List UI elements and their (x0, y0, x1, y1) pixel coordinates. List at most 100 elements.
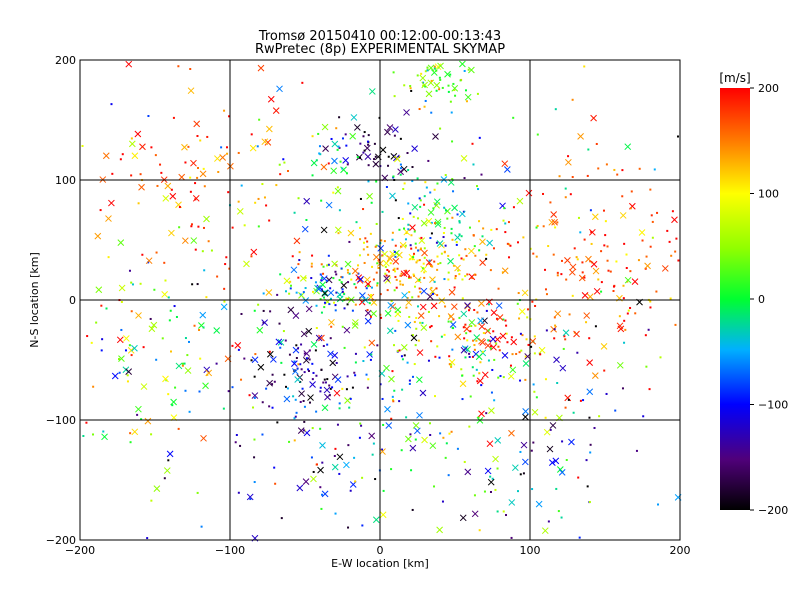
dot-marker (497, 287, 500, 290)
y-tick-label: −100 (46, 414, 76, 427)
cross-marker (323, 386, 331, 394)
dot-marker (359, 142, 362, 145)
dot-marker (231, 226, 234, 229)
dot-marker (240, 378, 243, 381)
dot-marker (120, 301, 123, 304)
dot-marker (487, 303, 490, 306)
cross-marker (624, 143, 632, 151)
dot-marker (618, 315, 621, 318)
dot-marker (602, 209, 605, 212)
dot-marker (323, 301, 326, 304)
dot-marker (430, 264, 433, 267)
dot-marker (150, 499, 153, 502)
dot-marker (90, 341, 93, 344)
cross-marker (413, 427, 421, 435)
dot-marker (392, 175, 395, 178)
dot-marker (419, 247, 422, 250)
dot-marker (416, 177, 419, 180)
dot-marker (613, 168, 616, 171)
cross-marker (468, 247, 475, 255)
dot-marker (393, 134, 396, 137)
dot-marker (202, 167, 205, 170)
dot-marker (222, 407, 225, 410)
cross-marker (135, 312, 142, 319)
y-tick-label: 0 (69, 294, 76, 307)
dot-marker (334, 447, 337, 450)
dot-marker (522, 472, 525, 475)
dot-marker (427, 359, 430, 362)
dot-marker (326, 264, 329, 267)
dot-marker (412, 256, 415, 259)
dot-marker (315, 159, 318, 162)
dot-marker (385, 185, 388, 188)
cross-marker (366, 351, 373, 358)
dot-marker (489, 345, 492, 348)
dot-marker (369, 232, 372, 235)
dot-marker (391, 395, 394, 398)
dot-marker (299, 363, 302, 366)
cross-marker (624, 276, 632, 284)
dot-marker (529, 247, 532, 250)
cross-marker (421, 249, 428, 257)
colorbar-tick-label: 0 (758, 293, 765, 306)
cross-marker (510, 338, 518, 346)
dot-marker (413, 230, 416, 233)
dot-marker (415, 327, 418, 330)
dot-marker (322, 344, 325, 347)
cross-marker (444, 207, 451, 215)
dot-marker (487, 359, 490, 362)
cross-marker (416, 411, 423, 419)
dot-marker (501, 271, 504, 274)
cross-marker (144, 417, 152, 425)
cross-marker (460, 155, 468, 162)
dot-marker (451, 238, 454, 241)
dot-marker (355, 221, 358, 224)
dot-marker (549, 428, 552, 431)
cross-marker (368, 432, 376, 440)
cross-marker (425, 90, 433, 98)
dot-marker (292, 395, 295, 398)
cross-marker (385, 422, 393, 429)
dot-marker (532, 383, 535, 386)
dot-marker (395, 278, 398, 281)
cross-marker (479, 259, 486, 267)
dot-marker (452, 264, 455, 267)
dot-marker (379, 383, 382, 386)
dot-marker (463, 69, 466, 72)
dot-marker (262, 309, 265, 312)
dot-marker (231, 344, 234, 347)
dot-marker (315, 410, 318, 413)
dot-marker (393, 389, 396, 392)
cross-marker (325, 276, 333, 284)
cross-marker (270, 356, 277, 363)
dot-marker (460, 368, 463, 371)
cross-marker (321, 404, 329, 412)
cross-marker (590, 114, 597, 122)
cross-marker (522, 413, 529, 421)
dot-marker (560, 273, 563, 276)
dot-marker (473, 308, 476, 311)
cross-marker (287, 306, 295, 314)
dot-marker (156, 184, 159, 187)
cross-marker (588, 228, 596, 236)
dot-marker (338, 472, 341, 475)
dot-marker (448, 355, 451, 358)
dot-marker (336, 148, 339, 151)
dot-marker (198, 328, 201, 331)
dot-marker (466, 273, 469, 276)
dot-marker (329, 387, 332, 390)
cross-marker (347, 229, 355, 237)
dot-marker (458, 233, 461, 236)
dot-marker (366, 140, 369, 143)
cross-marker (364, 317, 372, 325)
dot-marker (304, 287, 307, 290)
dot-marker (516, 241, 519, 244)
dot-marker (635, 449, 638, 452)
dot-marker (362, 151, 365, 154)
dot-marker (450, 363, 453, 366)
cross-marker (562, 329, 570, 337)
dot-marker (341, 288, 344, 291)
dot-marker (447, 254, 450, 257)
dot-marker (487, 339, 490, 342)
dot-marker (567, 155, 570, 158)
